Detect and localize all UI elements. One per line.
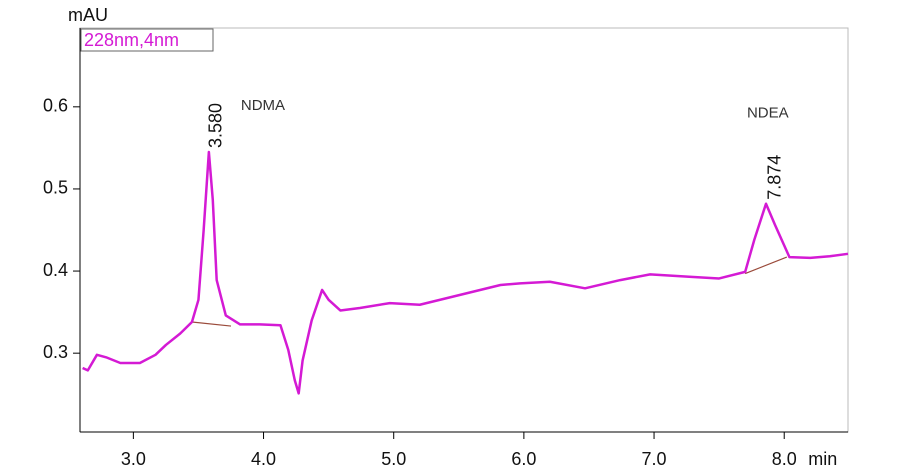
x-tick-label: 7.0 <box>642 449 667 469</box>
peak-compound: NDEA <box>747 105 789 122</box>
trace <box>82 150 849 395</box>
baseline <box>744 256 788 275</box>
y-axis-label: mAU <box>68 5 108 25</box>
peak-time: 7.874 <box>765 155 785 200</box>
peak-compound: NDMA <box>241 97 285 114</box>
baseline <box>191 321 232 327</box>
y-tick-label: 0.6 <box>43 96 68 116</box>
y-tick-label: 0.5 <box>43 178 68 198</box>
x-tick-label: 8.0 <box>772 449 797 469</box>
x-tick-label: 5.0 <box>381 449 406 469</box>
x-tick-label: 4.0 <box>251 449 276 469</box>
y-tick-label: 0.3 <box>43 342 68 362</box>
y-tick-label: 0.4 <box>43 260 68 280</box>
peak-time: 3.580 <box>206 103 226 148</box>
x-tick-label: 3.0 <box>121 449 146 469</box>
legend-label: 228nm,4nm <box>84 30 179 50</box>
legend-box <box>80 28 214 52</box>
x-axis-label: min <box>808 449 837 469</box>
x-tick-label: 6.0 <box>511 449 536 469</box>
plot-frame <box>79 27 849 433</box>
